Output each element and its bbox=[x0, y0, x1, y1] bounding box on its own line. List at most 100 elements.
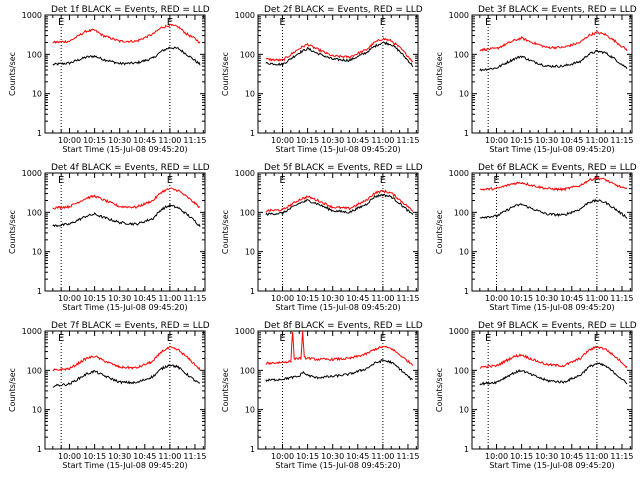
series-line-lld bbox=[52, 346, 201, 372]
y-tick-label: 1 bbox=[250, 129, 255, 138]
x-axis-label: Start Time (15-Jul-08 09:45:20) bbox=[275, 145, 400, 154]
series-line-events bbox=[265, 359, 414, 383]
x-tick-label: 10:30 bbox=[535, 294, 558, 303]
x-axis-label: Start Time (15-Jul-08 09:45:20) bbox=[275, 303, 400, 312]
y-tick-label: 100 bbox=[240, 208, 255, 217]
y-tick-label: 10 bbox=[245, 248, 255, 257]
event-marker-label: E bbox=[167, 17, 173, 28]
x-tick-label: 11:15 bbox=[610, 294, 633, 303]
series-line-events bbox=[479, 198, 628, 219]
panel-det-3: Det 3f BLACK = Events, RED = LLD 1 10 100 10… bbox=[435, 5, 637, 154]
y-axis-label: Counts/sec bbox=[221, 52, 230, 96]
x-tick-label: 10:45 bbox=[346, 294, 369, 303]
x-tick-label: 10:15 bbox=[83, 136, 106, 145]
y-tick-label: 1000 bbox=[235, 11, 255, 20]
x-axis-label: Start Time (15-Jul-08 09:45:20) bbox=[62, 303, 187, 312]
y-tick-label: 10 bbox=[32, 248, 42, 257]
panel-title: Det 5f BLACK = Events, RED = LLD bbox=[264, 163, 423, 173]
y-tick-label: 1 bbox=[37, 445, 42, 454]
x-tick-label: 11:15 bbox=[183, 136, 206, 145]
series-line-events bbox=[479, 49, 628, 72]
y-tick-label: 10 bbox=[32, 90, 42, 99]
event-marker-label: E bbox=[58, 333, 64, 344]
series-line-events bbox=[479, 362, 628, 386]
panel-title: Det 6f BLACK = Events, RED = LLD bbox=[478, 163, 637, 173]
series-line-events bbox=[52, 46, 201, 66]
x-tick-label: 11:15 bbox=[183, 452, 206, 461]
plot-frame bbox=[44, 172, 206, 292]
x-tick-label: 10:15 bbox=[83, 452, 106, 461]
x-tick-label: 11:15 bbox=[183, 294, 206, 303]
x-tick-label: 10:00 bbox=[271, 136, 294, 145]
panel-title: Det 8f BLACK = Events, RED = LLD bbox=[264, 321, 423, 331]
x-tick-label: 10:15 bbox=[510, 294, 533, 303]
y-axis-label: Counts/sec bbox=[435, 52, 444, 96]
x-tick-label: 11:15 bbox=[396, 136, 419, 145]
x-tick-label: 11:00 bbox=[371, 294, 394, 303]
x-tick-label: 11:00 bbox=[158, 294, 181, 303]
y-tick-label: 1 bbox=[250, 287, 255, 296]
series-line-lld bbox=[479, 345, 628, 369]
x-tick-label: 10:00 bbox=[271, 294, 294, 303]
y-tick-label: 10 bbox=[32, 406, 42, 415]
x-axis-label: Start Time (15-Jul-08 09:45:20) bbox=[489, 145, 614, 154]
series-line-events bbox=[265, 193, 414, 216]
y-axis-label: Counts/sec bbox=[8, 52, 17, 96]
x-tick-label: 10:15 bbox=[296, 294, 319, 303]
plot-frame bbox=[257, 14, 419, 134]
x-tick-label: 11:15 bbox=[610, 452, 633, 461]
event-marker-label: E bbox=[58, 17, 64, 28]
y-tick-label: 1000 bbox=[22, 11, 42, 20]
x-tick-label: 10:45 bbox=[133, 294, 156, 303]
y-tick-label: 10 bbox=[459, 90, 469, 99]
y-tick-label: 1000 bbox=[449, 169, 469, 178]
x-tick-label: 10:30 bbox=[321, 294, 344, 303]
y-axis-label: Counts/sec bbox=[221, 368, 230, 412]
y-tick-label: 10 bbox=[459, 406, 469, 415]
panel-title: Det 4f BLACK = Events, RED = LLD bbox=[51, 163, 210, 173]
y-tick-label: 100 bbox=[27, 366, 42, 375]
x-tick-label: 11:00 bbox=[158, 452, 181, 461]
x-tick-label: 10:30 bbox=[535, 136, 558, 145]
x-axis-label: Start Time (15-Jul-08 09:45:20) bbox=[489, 303, 614, 312]
event-marker-label: E bbox=[167, 175, 173, 186]
y-tick-label: 1000 bbox=[22, 169, 42, 178]
y-tick-label: 100 bbox=[454, 208, 469, 217]
y-tick-label: 1000 bbox=[449, 11, 469, 20]
x-tick-label: 10:15 bbox=[83, 294, 106, 303]
event-marker-label: E bbox=[58, 175, 64, 186]
y-axis-label: Counts/sec bbox=[221, 210, 230, 254]
event-marker-label: E bbox=[167, 333, 173, 344]
plot-frame bbox=[471, 14, 633, 134]
y-tick-label: 1 bbox=[37, 129, 42, 138]
panel-title: Det 7f BLACK = Events, RED = LLD bbox=[51, 321, 210, 331]
event-marker-label: E bbox=[594, 175, 600, 186]
event-marker-label: E bbox=[279, 333, 285, 344]
y-tick-label: 1 bbox=[250, 445, 255, 454]
panel-title: Det 2f BLACK = Events, RED = LLD bbox=[264, 5, 423, 15]
event-marker-label: E bbox=[279, 175, 285, 186]
x-tick-label: 10:00 bbox=[58, 452, 81, 461]
series-line-events bbox=[52, 363, 201, 388]
plot-frame bbox=[471, 330, 633, 450]
panel-det-4: Det 4f BLACK = Events, RED = LLD 1 10 100 10… bbox=[8, 163, 210, 312]
x-tick-label: 10:30 bbox=[108, 294, 131, 303]
x-tick-label: 10:45 bbox=[560, 294, 583, 303]
x-tick-label: 10:30 bbox=[108, 452, 131, 461]
panel-det-2: Det 2f BLACK = Events, RED = LLD 1 10 100 10… bbox=[221, 5, 423, 154]
series-line-events bbox=[52, 203, 201, 228]
series-line-events bbox=[265, 41, 414, 68]
x-tick-label: 11:00 bbox=[371, 136, 394, 145]
y-tick-label: 100 bbox=[454, 366, 469, 375]
x-axis-label: Start Time (15-Jul-08 09:45:20) bbox=[62, 461, 187, 470]
x-tick-label: 10:30 bbox=[321, 452, 344, 461]
y-tick-label: 1000 bbox=[235, 169, 255, 178]
x-tick-label: 10:15 bbox=[510, 452, 533, 461]
y-tick-label: 1000 bbox=[449, 327, 469, 336]
event-marker-label: E bbox=[485, 333, 491, 344]
x-tick-label: 10:00 bbox=[485, 452, 508, 461]
x-tick-label: 11:15 bbox=[396, 452, 419, 461]
x-tick-label: 10:45 bbox=[346, 452, 369, 461]
event-marker-label: E bbox=[485, 17, 491, 28]
